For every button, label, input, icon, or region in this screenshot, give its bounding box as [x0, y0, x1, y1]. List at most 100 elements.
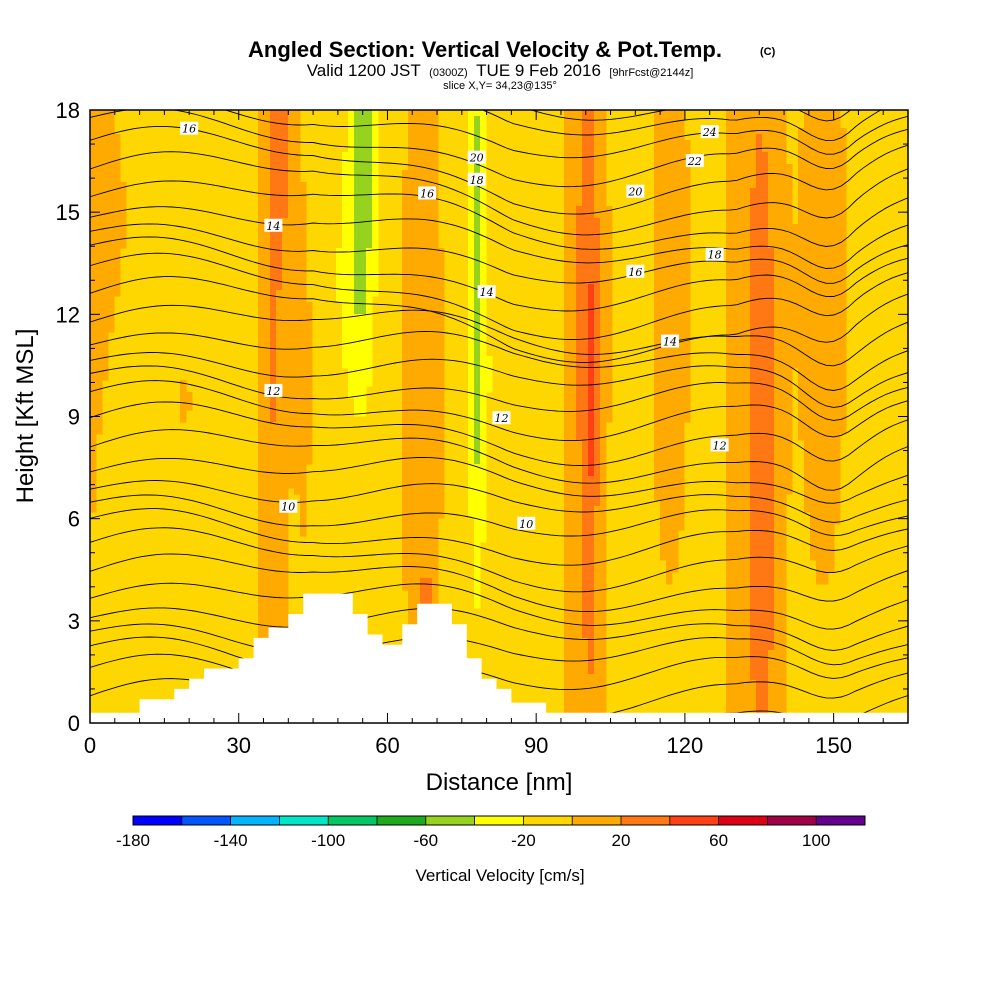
field-cell — [750, 212, 757, 219]
field-cell — [654, 434, 661, 441]
field-cell — [810, 536, 817, 543]
field-cell — [678, 194, 685, 201]
field-cell — [294, 134, 301, 141]
field-cell — [432, 470, 439, 477]
field-cell — [408, 602, 415, 609]
field-cell — [426, 128, 433, 135]
field-cell — [600, 482, 607, 489]
field-cell — [408, 260, 415, 267]
field-cell — [732, 344, 739, 351]
field-cell — [426, 584, 433, 591]
field-cell — [798, 158, 805, 165]
field-cell — [102, 224, 109, 231]
field-cell — [348, 140, 355, 147]
field-cell — [828, 350, 835, 357]
field-cell — [816, 554, 823, 561]
field-cell — [666, 464, 673, 471]
field-cell — [840, 386, 847, 393]
field-cell — [744, 692, 751, 699]
field-cell — [744, 680, 751, 687]
field-cell — [774, 230, 781, 237]
field-cell — [564, 320, 571, 327]
field-cell — [726, 110, 733, 117]
field-cell — [810, 284, 817, 291]
field-cell — [816, 578, 823, 585]
field-cell — [408, 380, 415, 387]
field-cell — [570, 572, 577, 579]
field-cell — [264, 182, 271, 189]
field-cell — [420, 548, 427, 555]
field-cell — [600, 470, 607, 477]
field-cell — [576, 548, 583, 555]
field-cell — [804, 326, 811, 333]
field-cell — [756, 704, 763, 711]
field-cell — [414, 302, 421, 309]
field-cell — [768, 182, 775, 189]
field-cell — [666, 170, 673, 177]
field-cell — [402, 320, 409, 327]
field-cell — [96, 338, 103, 345]
field-cell — [348, 212, 355, 219]
theta-contour — [90, 623, 908, 666]
field-cell — [414, 464, 421, 471]
field-cell — [288, 260, 295, 267]
field-cell — [474, 470, 481, 477]
field-cell — [606, 302, 613, 309]
field-cell — [654, 248, 661, 255]
field-cell — [594, 602, 601, 609]
field-cell — [564, 536, 571, 543]
field-cell — [750, 488, 757, 495]
field-cell — [816, 266, 823, 273]
field-cell — [678, 350, 685, 357]
field-cell — [576, 464, 583, 471]
field-cell — [564, 428, 571, 435]
theta-contour — [90, 352, 908, 408]
field-cell — [264, 416, 271, 423]
field-cell — [342, 302, 349, 309]
field-cell — [750, 542, 757, 549]
field-cell — [768, 632, 775, 639]
field-cell — [468, 500, 475, 507]
field-cell — [726, 434, 733, 441]
field-cell — [90, 152, 97, 159]
field-cell — [408, 518, 415, 525]
field-cell — [306, 434, 313, 441]
field-cell — [564, 278, 571, 285]
field-cell — [750, 656, 757, 663]
field-cell — [426, 392, 433, 399]
field-cell — [738, 128, 745, 135]
field-cell — [660, 290, 667, 297]
field-cell — [822, 410, 829, 417]
field-cell — [738, 170, 745, 177]
field-cell — [594, 146, 601, 153]
field-cell — [762, 290, 769, 297]
field-cell — [570, 488, 577, 495]
field-cell — [600, 500, 607, 507]
field-cell — [768, 656, 775, 663]
field-cell — [594, 200, 601, 207]
field-cell — [276, 608, 283, 615]
field-cell — [288, 176, 295, 183]
field-cell — [408, 464, 415, 471]
field-cell — [678, 116, 685, 123]
field-cell — [432, 212, 439, 219]
field-cell — [90, 218, 97, 225]
field-cell — [798, 140, 805, 147]
field-cell — [582, 182, 589, 189]
field-cell — [774, 350, 781, 357]
field-cell — [666, 212, 673, 219]
field-cell — [780, 158, 787, 165]
field-cell — [804, 314, 811, 321]
field-cell — [582, 122, 589, 129]
field-cell — [768, 398, 775, 405]
field-cell — [420, 170, 427, 177]
contour-label-bg — [264, 383, 283, 397]
field-cell — [726, 218, 733, 225]
field-cell — [570, 284, 577, 291]
field-cell — [276, 590, 283, 597]
slice-info: slice X,Y= 34,23@135° — [443, 80, 557, 92]
field-cell — [654, 326, 661, 333]
field-cell — [294, 422, 301, 429]
field-cell — [480, 422, 487, 429]
field-cell — [840, 146, 847, 153]
